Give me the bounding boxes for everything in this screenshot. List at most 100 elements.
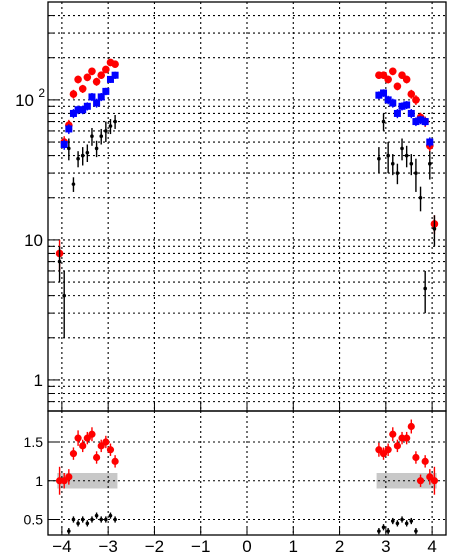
x-tick-label: 1 <box>289 537 298 555</box>
top-point-red <box>388 67 397 76</box>
ratio-grid <box>48 411 446 535</box>
ratio-point-black <box>99 517 104 522</box>
top-point-red <box>97 71 106 80</box>
ratio-point-black <box>381 525 386 530</box>
x-tick-label: −1 <box>191 537 210 555</box>
ratio-point-black <box>67 529 71 533</box>
top-point-blue <box>412 118 420 126</box>
top-point-red <box>69 90 78 98</box>
ratio-point-black <box>414 529 418 533</box>
top-point-blue <box>389 99 397 107</box>
ratio-point-black <box>71 517 76 522</box>
top-point-black <box>108 124 113 128</box>
main-plot-panel: 1 10 10 2 <box>15 1 447 412</box>
top-point-red <box>407 90 416 98</box>
top-point-black <box>71 182 76 186</box>
top-point-red <box>384 75 392 84</box>
ratio-point-red <box>102 438 110 446</box>
top-y-tick-label: 10 <box>15 91 34 110</box>
ratio-point-red <box>430 477 439 485</box>
ratio-point-black <box>85 521 90 526</box>
ratio-point-red <box>111 457 119 465</box>
top-point-blue <box>74 106 82 114</box>
x-tick-label: 3 <box>381 537 390 555</box>
ratio-point-red <box>88 430 96 438</box>
ratio-y-axis: 0.5 1 1.5 <box>24 434 44 528</box>
top-point-red <box>412 96 420 104</box>
top-point-black <box>67 146 71 151</box>
ratio-series <box>55 419 439 535</box>
top-point-blue <box>407 109 415 117</box>
ratio-point-black <box>94 513 99 518</box>
x-tick-label: −3 <box>98 537 117 555</box>
top-point-blue <box>375 91 383 99</box>
main-plot-series <box>55 58 439 338</box>
top-point-black <box>377 156 381 161</box>
top-point-black <box>90 134 94 139</box>
top-point-blue <box>384 96 392 104</box>
ratio-point-black <box>113 517 117 522</box>
x-tick-label: 0 <box>242 537 251 555</box>
top-point-blue <box>65 125 73 133</box>
ratio-point-red <box>106 446 115 454</box>
top-point-blue <box>403 101 411 109</box>
top-point-red <box>78 84 87 93</box>
top-point-black <box>381 119 386 124</box>
top-point-blue <box>93 99 101 107</box>
top-point-blue <box>97 93 105 101</box>
ratio-y-tick-label: 1.5 <box>24 434 44 450</box>
top-point-red <box>88 67 96 76</box>
ratio-point-red <box>92 453 101 462</box>
top-point-black <box>104 129 108 133</box>
ratio-point-red <box>393 442 402 450</box>
ratio-point-black <box>377 529 381 533</box>
ratio-point-red <box>65 473 73 481</box>
ratio-point-black <box>404 521 409 526</box>
x-tick-label: −2 <box>145 537 164 555</box>
ratio-panel: 0.5 1 1.5 −4 −3 −2 −1 0 1 2 3 4 <box>24 410 447 555</box>
ratio-point-black <box>76 521 80 526</box>
ratio-point-red <box>403 434 411 442</box>
top-point-black <box>409 161 414 166</box>
top-point-blue <box>79 106 87 114</box>
top-point-black <box>76 156 80 161</box>
top-point-blue <box>102 87 110 95</box>
top-point-black <box>113 119 117 124</box>
top-point-black <box>94 146 99 151</box>
top-point-black <box>57 259 62 264</box>
top-point-blue <box>398 102 406 110</box>
top-point-black <box>80 153 85 158</box>
top-point-blue <box>417 116 425 124</box>
top-point-black <box>414 171 418 175</box>
top-y-tick-label: 10 <box>24 231 43 250</box>
top-point-black <box>400 146 404 151</box>
ratio-point-black <box>400 517 404 522</box>
top-point-black <box>99 134 104 139</box>
ratio-panel-frame <box>47 410 447 536</box>
x-tick-label: −4 <box>52 537 71 555</box>
ratio-point-red <box>412 453 420 462</box>
ratio-point-red <box>79 442 87 450</box>
top-point-red <box>393 82 402 91</box>
top-point-blue <box>426 138 434 146</box>
top-point-black <box>390 161 395 166</box>
x-axis: −4 −3 −2 −1 0 1 2 3 4 <box>52 537 437 555</box>
top-point-black <box>395 171 400 175</box>
ratio-y-tick-label: 0.5 <box>24 512 44 528</box>
top-point-red <box>74 75 82 84</box>
top-point-red <box>402 75 411 84</box>
ratio-point-red <box>384 446 392 454</box>
ratio-point-black <box>80 517 85 522</box>
top-point-black <box>418 195 423 200</box>
ratio-point-red <box>389 430 397 438</box>
top-y-tick-label: 1 <box>34 371 43 390</box>
top-point-blue <box>111 71 119 79</box>
top-point-black <box>62 293 66 298</box>
ratio-y-tick-label: 1 <box>35 473 43 489</box>
ratio-point-black <box>108 513 113 518</box>
top-point-blue <box>106 75 114 83</box>
top-point-black <box>428 161 432 166</box>
top-y-tick-exponent: 2 <box>38 86 45 100</box>
top-point-black <box>404 153 409 158</box>
